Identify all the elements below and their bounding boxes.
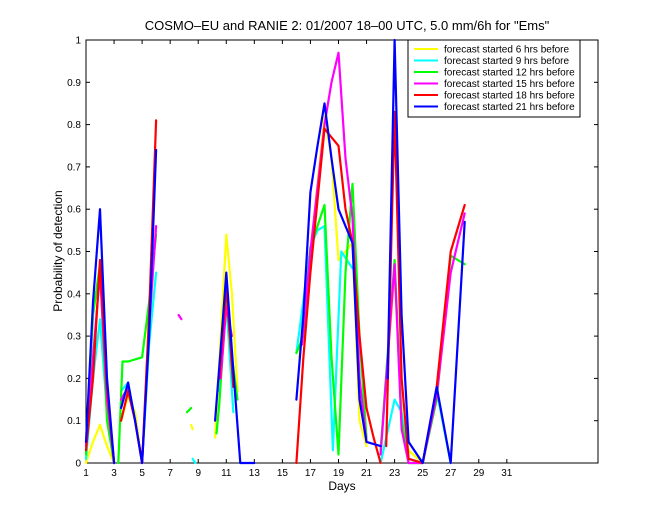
y-tick-label: 0.1 — [67, 416, 81, 427]
y-tick-label: 0.9 — [67, 78, 81, 89]
x-tick-label: 15 — [277, 468, 289, 479]
series-line — [84, 208, 116, 465]
x-tick-label: 23 — [389, 468, 401, 479]
series-line — [185, 406, 193, 414]
legend-entry: forecast started 6 hrs before — [444, 45, 570, 56]
legend-entry: forecast started 15 hrs before — [444, 79, 575, 90]
series-line — [214, 271, 256, 465]
x-tick-label: 1 — [83, 468, 89, 479]
plot-area: 00.10.20.30.40.50.60.70.80.911 3 5 7 9 11 13 15… — [67, 36, 599, 479]
x-tick-label: 25 — [417, 468, 429, 479]
x-tick-label: 29 — [473, 468, 485, 479]
y-tick-label: 0.2 — [67, 374, 81, 385]
y-tick-label: 0 — [75, 459, 81, 470]
x-tick-label: 31 — [501, 468, 513, 479]
series-line — [295, 127, 382, 465]
x-tick-label: 21 — [361, 468, 373, 479]
series-line — [191, 457, 197, 465]
x-tick-label: 3 — [111, 468, 117, 479]
series-6 — [84, 38, 466, 465]
x-tick-label: 19 — [333, 468, 345, 479]
x-tick-label: 27 — [445, 468, 457, 479]
legend-entry: forecast started 21 hrs before — [444, 102, 575, 113]
series-line — [379, 212, 466, 465]
y-tick-label: 0.5 — [67, 247, 81, 258]
y-tick-label: 0.3 — [67, 332, 81, 343]
y-tick-label: 0.8 — [67, 120, 81, 131]
x-tick-label: 7 — [167, 468, 173, 479]
x-tick-label: 5 — [139, 468, 145, 479]
x-tick-label: 13 — [249, 468, 261, 479]
x-tick-label: 9 — [195, 468, 201, 479]
x-tick-label: 11 — [221, 468, 232, 479]
chart-title: COSMO–EU and RANIE 2: 01/2007 18–00 UTC,… — [145, 18, 550, 33]
legend-box — [407, 39, 581, 118]
legend-entry: forecast started 12 hrs before — [444, 68, 575, 79]
series-line — [385, 110, 466, 465]
series-line — [84, 423, 116, 465]
legend-entry: forecast started 18 hrs before — [444, 91, 575, 102]
y-tick-label: 0.7 — [67, 162, 81, 173]
series-2 — [84, 225, 452, 465]
x-axis-label: Days — [328, 479, 355, 493]
y-tick-label: 0.4 — [67, 289, 81, 300]
series-line — [386, 38, 466, 465]
series-line — [120, 148, 158, 465]
series-line — [295, 102, 382, 448]
y-tick-label: 0.6 — [67, 205, 81, 216]
legend-entry: forecast started 9 hrs before — [444, 56, 570, 67]
series-line — [190, 423, 194, 431]
series-line — [177, 313, 183, 321]
x-tick-label: 17 — [305, 468, 317, 479]
y-tick-label: 1 — [75, 36, 81, 47]
y-axis-label: Probability of detection — [51, 190, 65, 311]
